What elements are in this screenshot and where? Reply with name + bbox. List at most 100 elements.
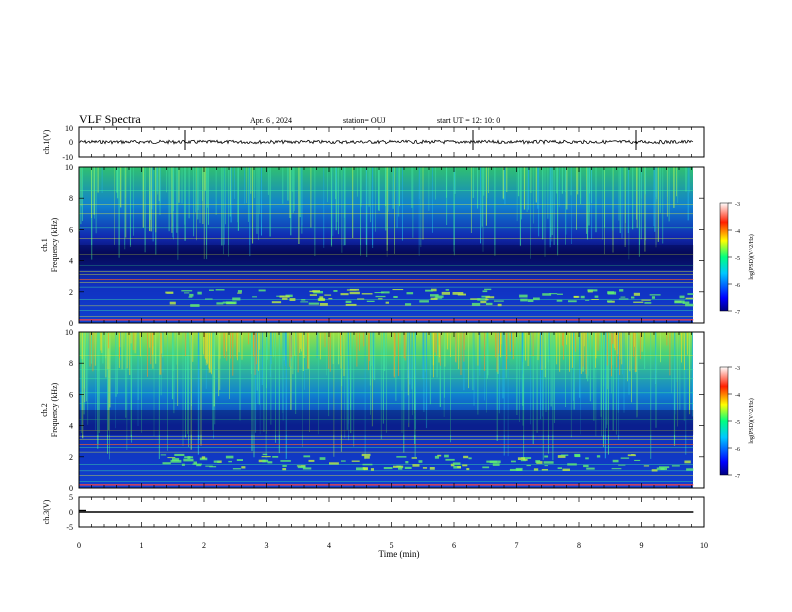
ch2-channel-label: ch.2	[40, 403, 49, 417]
emission-blob	[574, 454, 580, 457]
emission-blob	[405, 461, 408, 463]
ytick-label: 4	[69, 257, 73, 266]
colorbar-tick-label: -3	[735, 366, 740, 372]
emission-blob	[517, 469, 522, 471]
emission-blob	[563, 469, 571, 471]
emission-blob	[442, 292, 450, 295]
ch1-spectrogram-features	[79, 167, 704, 323]
ch1-channel-label: ch.1	[40, 238, 49, 252]
x-tick-label: 0	[77, 541, 81, 550]
emission-blob	[362, 454, 371, 456]
station-label: station= OUJ	[343, 116, 386, 125]
emission-blob	[511, 461, 516, 463]
emission-blob	[634, 293, 640, 296]
x-tick-label: 1	[140, 541, 144, 550]
emission-blob	[586, 468, 595, 470]
emission-blob	[544, 456, 548, 458]
emission-blob	[378, 298, 382, 299]
chart-title: VLF Spectra	[79, 112, 141, 126]
emission-blob	[226, 456, 234, 459]
emission-blob	[458, 294, 466, 296]
emission-blob	[393, 296, 397, 298]
emission-blob	[490, 461, 501, 464]
ytick-label: 6	[69, 225, 73, 234]
emission-blob	[346, 304, 357, 306]
emission-blob	[581, 296, 585, 299]
emission-blob	[320, 303, 328, 306]
emission-blob	[398, 467, 402, 470]
emission-blob	[585, 300, 589, 301]
emission-blob	[346, 301, 352, 303]
emission-blob	[445, 459, 454, 461]
emission-blob	[631, 297, 634, 299]
emission-blob	[435, 456, 439, 459]
emission-blob	[161, 454, 166, 455]
x-tick-label: 3	[265, 541, 269, 550]
emission-blob	[312, 290, 320, 292]
colorbar-tick-label: -5	[735, 256, 740, 262]
emission-blob	[480, 301, 486, 303]
emission-blob	[282, 465, 286, 467]
emission-blob	[272, 456, 278, 458]
emission-blob	[583, 465, 589, 467]
emission-blob	[319, 296, 323, 299]
emission-blob	[194, 462, 198, 465]
x-tick-label: 2	[202, 541, 206, 550]
colorbar-tick-label: -6	[735, 283, 740, 289]
emission-blob	[190, 304, 199, 307]
emission-blob	[574, 296, 580, 298]
emission-blob	[644, 302, 651, 304]
emission-blob	[419, 300, 429, 302]
emission-blob	[557, 294, 563, 295]
emission-blob	[595, 296, 599, 298]
emission-blob	[528, 299, 534, 302]
ch3-ytick-5: 5	[69, 493, 73, 502]
emission-blob	[226, 301, 237, 304]
emission-blob	[280, 460, 291, 462]
emission-blob	[462, 464, 467, 466]
emission-blob	[363, 467, 368, 470]
emission-blob	[181, 290, 192, 291]
ch3-waveform-ylabel: ch.3(V)	[42, 499, 51, 524]
emission-blob	[430, 467, 435, 470]
emission-blob	[533, 298, 540, 301]
emission-blob	[165, 292, 173, 294]
ch1-colorbar-label: log(PSD)(V^2/Hz)	[748, 234, 755, 279]
emission-blob	[419, 460, 423, 463]
emission-blob	[405, 467, 412, 469]
emission-blob	[423, 467, 427, 469]
ch1-ytick-0: 0	[69, 138, 73, 147]
emission-blob	[376, 296, 386, 297]
ch1-ytick-10: 10	[65, 124, 73, 133]
emission-blob	[585, 457, 589, 459]
emission-blob	[494, 301, 504, 302]
emission-blob	[272, 301, 281, 303]
emission-blob	[363, 464, 373, 466]
ytick-label: 2	[69, 288, 73, 297]
emission-blob	[237, 293, 242, 294]
emission-blob	[301, 299, 305, 300]
emission-blob	[412, 457, 417, 459]
emission-blob	[167, 457, 175, 458]
emission-blob	[282, 468, 286, 470]
emission-blob	[482, 467, 489, 469]
emission-blob	[613, 460, 619, 463]
emission-blob	[237, 459, 243, 461]
emission-blob	[542, 293, 551, 296]
emission-blob	[535, 460, 540, 463]
ch3-ytick-neg5: -5	[66, 523, 73, 532]
emission-blob	[280, 296, 290, 298]
emission-blob	[375, 292, 384, 293]
emission-blob	[430, 294, 439, 297]
emission-blob	[303, 455, 310, 457]
emission-blob	[519, 295, 528, 298]
emission-blob	[268, 461, 273, 463]
emission-blob	[300, 301, 308, 302]
colorbar-tick-label: -4	[735, 393, 740, 399]
emission-blob	[202, 456, 205, 459]
emission-blob	[493, 463, 500, 466]
emission-blob	[396, 456, 406, 458]
emission-blob	[405, 303, 411, 305]
x-tick-label: 10	[700, 541, 708, 550]
emission-blob	[510, 469, 518, 471]
